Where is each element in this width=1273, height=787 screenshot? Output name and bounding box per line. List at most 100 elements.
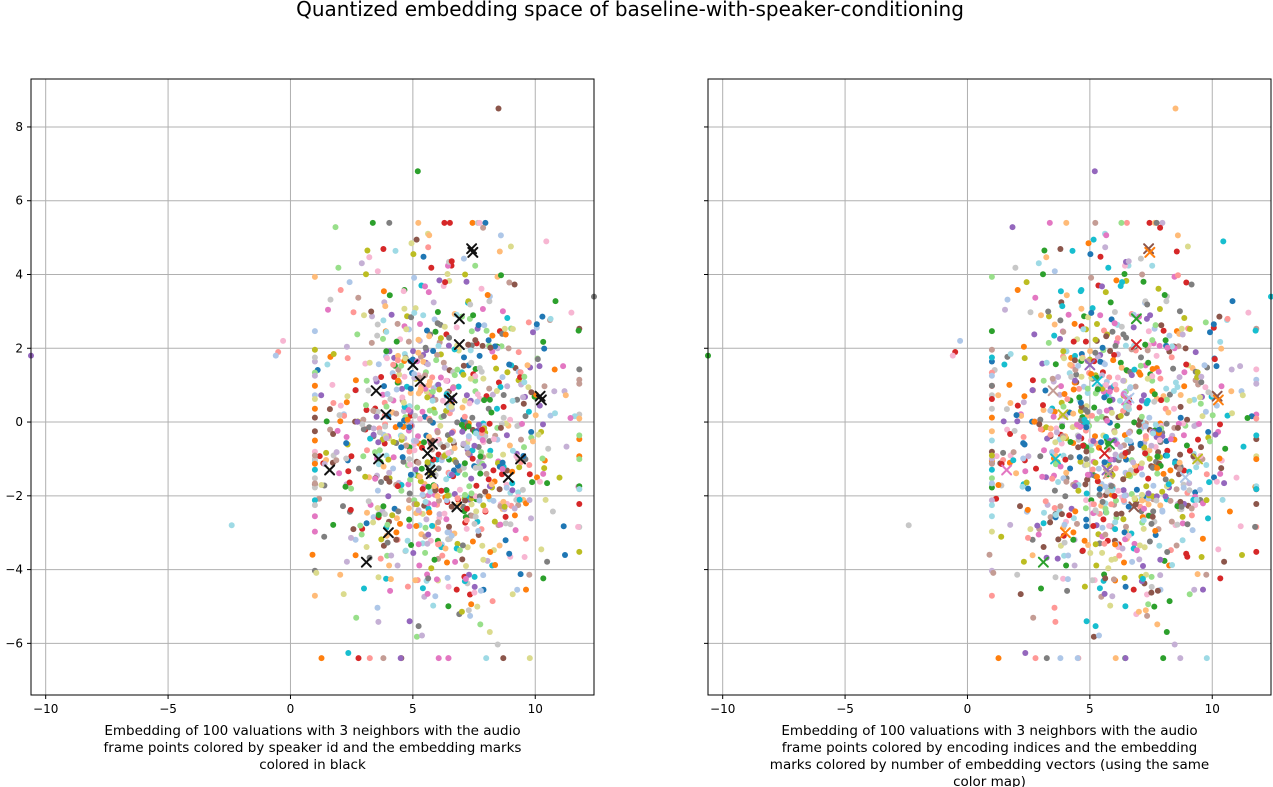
frame-point [1090, 633, 1097, 640]
frame-point [390, 465, 397, 472]
frame-point [1120, 476, 1127, 483]
frame-point [346, 479, 353, 486]
frame-point [1121, 574, 1128, 581]
frame-point [468, 601, 475, 608]
frame-point [451, 445, 458, 452]
frame-point [1123, 523, 1129, 530]
frame-point [372, 449, 378, 456]
frame-point [1099, 385, 1106, 392]
frame-point [1136, 542, 1143, 549]
frame-point [1157, 502, 1164, 509]
frame-point [370, 519, 377, 526]
frame-point [418, 465, 425, 472]
frame-point [1025, 485, 1032, 492]
frame-point [1132, 383, 1139, 390]
frame-point [988, 475, 995, 482]
frame-point [430, 348, 437, 354]
frame-point [311, 328, 318, 335]
frame-point [1147, 312, 1154, 319]
frame-point [454, 419, 461, 426]
frame-point [1079, 547, 1086, 554]
frame-point [333, 457, 340, 464]
frame-point [1131, 419, 1138, 426]
frame-point [1192, 349, 1199, 356]
frame-point [1014, 402, 1021, 409]
frame-point [1176, 459, 1183, 466]
frame-point [410, 251, 417, 258]
frame-point [459, 556, 466, 563]
x-tick-label: 0 [287, 702, 295, 716]
frame-point [502, 331, 509, 338]
frame-point [1116, 552, 1123, 559]
frame-point [380, 655, 387, 662]
frame-point [1070, 410, 1077, 417]
frame-point [374, 604, 381, 611]
frame-point [311, 480, 318, 487]
frame-point [1178, 325, 1185, 332]
frame-point [1177, 498, 1184, 505]
frame-point [348, 534, 354, 541]
frame-point [337, 287, 344, 293]
frame-point [380, 503, 387, 510]
frame-point [358, 531, 365, 538]
frame-point [1017, 591, 1024, 598]
frame-point [1222, 445, 1229, 452]
frame-point [1133, 467, 1140, 474]
frame-point [343, 434, 350, 440]
frame-point [456, 547, 463, 554]
frame-point [379, 391, 386, 398]
frame-point [472, 337, 479, 344]
frame-point [1205, 389, 1212, 396]
x-tick-label: −10 [710, 702, 735, 716]
frame-point [480, 556, 487, 563]
frame-point [1043, 359, 1050, 366]
frame-point [372, 375, 379, 382]
frame-point [1096, 486, 1103, 492]
frame-point [448, 429, 455, 436]
y-tick-label: 4 [15, 267, 23, 281]
frame-point [345, 468, 352, 475]
frame-point [474, 603, 481, 610]
frame-point [1118, 364, 1125, 371]
frame-point [405, 481, 412, 488]
x-tick-label: −5 [836, 702, 854, 716]
frame-point [492, 562, 499, 568]
frame-point [988, 273, 995, 280]
frame-point [501, 325, 508, 332]
frame-point [364, 247, 371, 254]
frame-point [327, 296, 334, 303]
frame-point [1138, 413, 1145, 420]
frame-point [480, 572, 487, 579]
frame-point [1139, 491, 1145, 498]
frame-point [1119, 279, 1126, 286]
frame-point [500, 498, 507, 505]
frame-point [1174, 384, 1181, 390]
frame-point [988, 480, 995, 487]
frame-point [1094, 415, 1100, 422]
frame-point [1023, 279, 1030, 286]
frame-point [381, 511, 388, 518]
frame-point [1099, 498, 1106, 505]
frame-point [1033, 465, 1039, 472]
frame-point [435, 655, 442, 662]
frame-point [1163, 385, 1170, 392]
frame-point [468, 475, 475, 482]
frame-point [509, 447, 516, 454]
frame-point [437, 335, 444, 342]
frame-point [469, 447, 476, 454]
frame-point [462, 575, 469, 582]
y-tick-label: −6 [5, 636, 23, 650]
frame-point [465, 423, 472, 430]
frame-point [469, 538, 476, 545]
frame-point [1088, 309, 1095, 316]
frame-point [1092, 433, 1098, 440]
frame-point [330, 400, 337, 406]
frame-point [493, 388, 500, 394]
frame-point [456, 486, 463, 493]
frame-point [1050, 413, 1057, 420]
frame-point [1112, 519, 1119, 526]
frame-point [1101, 590, 1108, 597]
frame-point [393, 529, 400, 536]
frame-point [435, 342, 442, 349]
frame-point [1090, 501, 1097, 508]
